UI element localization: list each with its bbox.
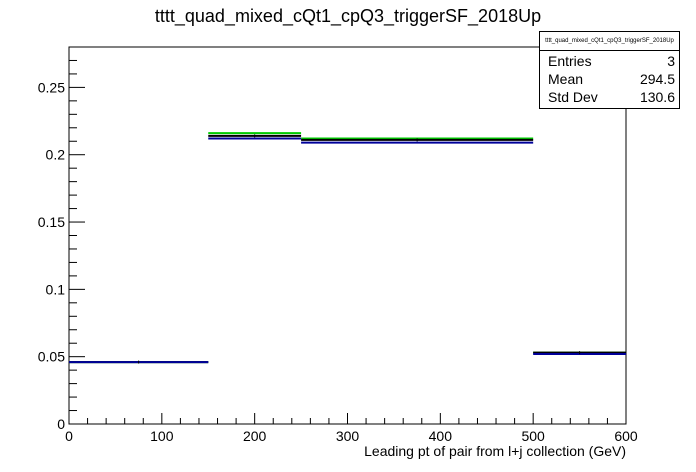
x-tick-label: 100 (150, 428, 174, 444)
stddev-value: 130.6 (639, 89, 675, 105)
mean-value: 294.5 (639, 71, 675, 87)
y-tick-label: 0.15 (38, 214, 65, 230)
x-tick-label: 400 (429, 428, 453, 444)
x-tick-label: 200 (243, 428, 267, 444)
histogram-series (69, 132, 626, 364)
y-tick-label: 0.2 (46, 147, 66, 163)
stats-entries-row: Entries 3 (548, 52, 675, 70)
x-tick-label: 500 (521, 428, 545, 444)
stddev-label: Std Dev (548, 89, 598, 105)
x-tick-label: 300 (336, 428, 360, 444)
y-tick-label: 0.1 (46, 281, 66, 297)
mean-label: Mean (548, 71, 584, 87)
x-axis-label: Leading pt of pair from l+j collection (… (364, 443, 626, 459)
y-tick-label: 0 (57, 416, 65, 432)
axes: 0 100 200 300 400 500 600 0 0.05 0.1 0.15 0.2 0.25 (38, 46, 638, 444)
stats-mean-row: Mean 294.5 (548, 70, 675, 88)
y-tick-label: 0.05 (38, 349, 65, 365)
x-tick-label: 600 (614, 428, 638, 444)
x-tick-label: 0 (65, 428, 73, 444)
y-tick-label: 0.25 (38, 79, 65, 95)
stats-stddev-row: Std Dev 130.6 (548, 88, 675, 106)
stats-title: tttt_quad_mixed_cQt1_cpQ3_triggerSF_2018… (540, 32, 679, 51)
stats-box: tttt_quad_mixed_cQt1_cpQ3_triggerSF_2018… (539, 31, 680, 109)
entries-value: 3 (667, 53, 675, 69)
entries-label: Entries (548, 53, 592, 69)
chart-title: tttt_quad_mixed_cQt1_cpQ3_triggerSF_2018… (154, 6, 542, 26)
